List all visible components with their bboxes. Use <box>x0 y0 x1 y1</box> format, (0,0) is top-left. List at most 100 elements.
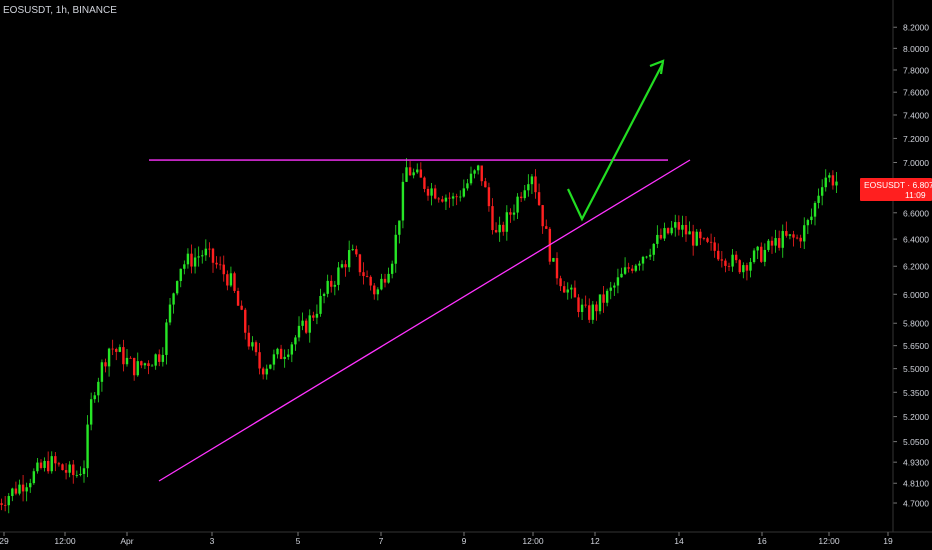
candle-body <box>459 196 462 198</box>
candle-body <box>419 169 423 178</box>
candle-body <box>502 224 505 232</box>
candle-body <box>412 172 415 176</box>
candle-body <box>168 304 172 323</box>
candle-body <box>50 456 53 472</box>
candle-body <box>638 263 641 266</box>
candle-body <box>355 249 358 255</box>
candle-body <box>620 273 623 278</box>
x-tick-label: 14 <box>674 536 684 546</box>
candle-body <box>118 347 122 352</box>
candle-body <box>111 348 114 350</box>
candle-body <box>774 238 777 246</box>
candle-body <box>552 258 555 262</box>
candle-body <box>387 273 390 283</box>
candle-body <box>72 464 75 476</box>
candle-body <box>64 470 68 473</box>
candle-body <box>122 347 125 365</box>
candle-body <box>806 220 810 226</box>
candle-body <box>100 362 104 382</box>
x-tick-label: 19 <box>883 536 893 546</box>
projection-arrowhead <box>649 59 665 75</box>
candle-body <box>68 464 71 473</box>
candle-body <box>509 212 512 215</box>
y-tick-label: 5.3500 <box>903 388 929 398</box>
candle-body <box>283 356 286 359</box>
candle-body <box>770 240 774 246</box>
symbol-title: EOSUSDT, 1h, BINANCE <box>3 5 117 16</box>
candle-body <box>401 181 405 221</box>
candle-body <box>132 357 136 376</box>
candle-body <box>179 268 182 282</box>
candle-body <box>11 488 14 497</box>
y-tick-label: 8.2000 <box>903 23 929 33</box>
candle-body <box>233 273 236 291</box>
candle-body <box>337 267 340 285</box>
candle-body <box>656 234 659 244</box>
candle-body <box>792 234 795 238</box>
candle-body <box>222 264 225 275</box>
candle-body <box>75 475 79 476</box>
y-tick-label: 6.0000 <box>903 290 929 300</box>
candle-body <box>491 206 494 231</box>
candle-body <box>534 176 537 193</box>
candle-body <box>279 348 283 359</box>
candle-body <box>276 348 279 355</box>
candle-body <box>580 304 584 313</box>
candle-body <box>408 167 412 176</box>
candle-body <box>376 289 380 295</box>
candle-body <box>541 205 544 227</box>
candle-body <box>677 222 681 230</box>
support-trendline <box>158 159 691 482</box>
candle-body <box>365 276 369 277</box>
candle-body <box>197 256 200 258</box>
candle-body <box>186 253 190 265</box>
candle-body <box>32 471 36 484</box>
candle-body <box>14 488 18 494</box>
candle-body <box>315 313 319 318</box>
price-tag-box <box>860 178 932 201</box>
y-tick-label: 5.0500 <box>903 437 929 447</box>
candle-body <box>785 231 788 236</box>
candle-body <box>383 278 387 283</box>
x-tick-label: 5 <box>296 536 301 546</box>
time-axis[interactable]: 29 12:00 Apr 3 5 7 9 12:00 12 14 16 12:00 19 <box>0 531 932 546</box>
candle-body <box>605 290 609 303</box>
candle-body <box>3 504 7 506</box>
candle-body <box>609 287 612 291</box>
candles-layer <box>0 157 838 514</box>
projection-path <box>567 62 664 222</box>
candle-body <box>344 264 347 268</box>
candle-body <box>613 285 616 288</box>
candle-body <box>645 256 648 258</box>
candle-body <box>265 368 268 375</box>
candle-body <box>158 354 161 362</box>
candle-body <box>79 473 82 476</box>
candle-body <box>312 315 315 318</box>
candle-body <box>595 304 598 312</box>
y-tick-label: 7.0000 <box>903 158 929 168</box>
candle-body <box>562 286 566 293</box>
candle-body <box>347 250 351 268</box>
y-tick-label: 7.6000 <box>903 88 929 98</box>
candle-body <box>18 484 21 494</box>
candle-body <box>756 246 759 251</box>
candle-body <box>297 325 301 338</box>
candle-body <box>229 273 233 286</box>
price-axis[interactable]: 8.2000 8.0000 7.8000 7.6000 7.4000 7.2000 7.00… <box>892 0 929 532</box>
candle-body <box>136 361 139 376</box>
candle-body <box>333 284 337 287</box>
y-tick-label: 5.6500 <box>903 341 929 351</box>
candle-body <box>641 256 645 264</box>
candle-body <box>226 274 229 286</box>
candle-body <box>390 263 394 274</box>
candle-body <box>54 456 57 464</box>
candle-body <box>175 281 179 294</box>
candle-body <box>648 254 652 257</box>
candle-body <box>523 190 526 199</box>
y-tick-label: 6.2000 <box>903 262 929 272</box>
candle-body <box>627 267 630 269</box>
candle-body <box>724 260 727 266</box>
candle-body <box>183 264 186 269</box>
candle-body <box>330 280 333 287</box>
